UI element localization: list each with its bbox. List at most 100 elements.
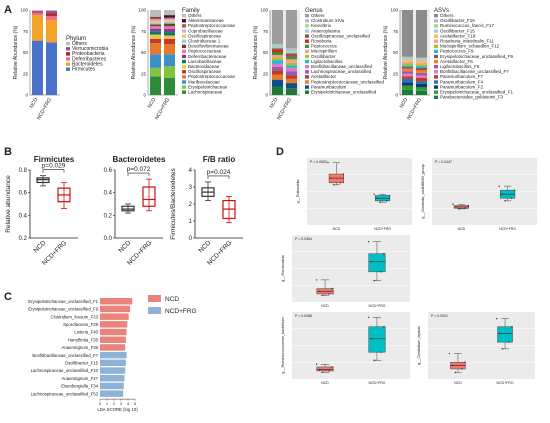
bar-segment bbox=[150, 76, 161, 95]
legend-swatch bbox=[305, 65, 309, 69]
legend-label: Acetatifactor_F18 bbox=[440, 33, 476, 38]
y-axis-label: Relative Abundance (%) bbox=[253, 25, 259, 79]
data-point bbox=[367, 241, 370, 243]
bar-segment bbox=[46, 10, 57, 14]
data-point bbox=[495, 318, 498, 320]
y-tick-label: 50 bbox=[393, 50, 399, 55]
data-point bbox=[467, 204, 469, 207]
legend-swatch bbox=[434, 65, 438, 69]
bar-segment bbox=[272, 44, 283, 47]
bar-segment bbox=[416, 72, 427, 76]
data-point bbox=[339, 182, 341, 184]
boxplot-panel: NCD NCD+FRG P = 0.0488 g__Ruminococcaceae_b… bbox=[281, 312, 410, 385]
legend-label: Bonfitibacillaceae_unclassified_F7 bbox=[440, 69, 509, 74]
legend-label: Paramuribaculum_F2 bbox=[440, 84, 484, 89]
legend-swatch bbox=[305, 59, 309, 64]
legend-swatch bbox=[434, 14, 438, 18]
data-point bbox=[327, 161, 329, 164]
data-point bbox=[464, 207, 466, 209]
y-tick-label: 50 bbox=[141, 50, 147, 55]
legend-label: Erysipelotrichaceae_unclassified_F9 bbox=[440, 54, 514, 59]
data-point bbox=[501, 193, 503, 195]
y-tick-label: 3 bbox=[189, 185, 193, 191]
bar-segment bbox=[286, 48, 297, 50]
legend-swatch bbox=[182, 24, 186, 28]
bar-segment bbox=[416, 70, 427, 73]
x-tick-label: NCD+FRG bbox=[368, 304, 385, 308]
lda-bar-label: Anaerotignum_F27 bbox=[61, 376, 98, 381]
lda-bar bbox=[100, 305, 131, 313]
panel-c-lda-bars: Erysipelotrichaceae_unclassified_F1 Erysi… bbox=[28, 295, 197, 412]
bar-segment bbox=[164, 78, 175, 95]
legend-label: Erysipelotrichaceae bbox=[188, 84, 228, 89]
legend-label: Peptostreptococcaceae_unclassified bbox=[311, 79, 385, 84]
panel-b-boxplots: Firmicutes 0.2 0.4 0.6 0.8 Relative abundance… bbox=[5, 155, 243, 267]
bar-segment bbox=[272, 46, 283, 49]
bar-segment bbox=[286, 49, 297, 52]
bar-segment bbox=[416, 10, 427, 58]
legend-label: Ruminococcus_faecis_F17 bbox=[440, 23, 495, 28]
legend-label: Mucispirillum bbox=[311, 49, 337, 54]
bar-segment bbox=[416, 78, 427, 82]
legend-label: Anaeroplasma bbox=[311, 28, 341, 33]
legend-label: Oscillospiraceae bbox=[188, 69, 222, 74]
bar-segment bbox=[272, 55, 283, 58]
bar-segment bbox=[150, 38, 161, 44]
bar-segment bbox=[416, 66, 427, 68]
legend-swatch bbox=[434, 44, 438, 48]
y-tick-label: 25 bbox=[393, 71, 399, 76]
y-tick-label: 0.4 bbox=[19, 213, 28, 219]
legend-label: Bacteroidaceae bbox=[188, 64, 220, 69]
bar-segment bbox=[272, 86, 283, 95]
bar-segment bbox=[150, 10, 161, 17]
legend-swatch bbox=[182, 85, 186, 89]
legend-swatch bbox=[66, 42, 70, 46]
data-point bbox=[458, 208, 460, 210]
legend-swatch bbox=[434, 24, 438, 28]
p-value-annotation: P = 0.0364 bbox=[295, 237, 312, 241]
bar-segment bbox=[402, 76, 413, 79]
legend-swatch bbox=[305, 54, 309, 59]
legend-swatch bbox=[305, 34, 309, 38]
bar-segment bbox=[150, 22, 161, 25]
bar-segment bbox=[32, 15, 43, 41]
bar-segment bbox=[402, 78, 413, 83]
bar-segment bbox=[416, 61, 427, 63]
lda-bar-label: Sporofaciens_F29 bbox=[63, 322, 98, 327]
bar-segment bbox=[286, 53, 297, 56]
bar-segment bbox=[164, 18, 175, 21]
bar-segment bbox=[164, 23, 175, 27]
bar-segment bbox=[150, 67, 161, 77]
bar-segment bbox=[286, 65, 297, 68]
x-tick-label: NCD bbox=[321, 304, 329, 308]
bar-segment bbox=[46, 42, 57, 95]
data-point bbox=[373, 279, 376, 282]
bar-segment bbox=[272, 48, 283, 50]
legend-swatch bbox=[182, 49, 186, 54]
legend-swatch bbox=[66, 52, 70, 56]
y-tick-label: 25 bbox=[263, 71, 269, 76]
legend-title: ASVs bbox=[434, 8, 449, 14]
lda-bar bbox=[100, 367, 126, 374]
x-tick-label: 1 bbox=[106, 401, 109, 406]
box-iqr bbox=[316, 366, 334, 372]
legend-swatch bbox=[182, 44, 186, 48]
lda-bar bbox=[100, 359, 126, 367]
data-point bbox=[454, 371, 457, 373]
legend-label: Others bbox=[311, 13, 325, 18]
data-point bbox=[315, 363, 318, 365]
legend-label: Desulfovibrionaceae bbox=[188, 44, 229, 49]
data-point bbox=[370, 338, 373, 340]
panel-d-boxplots: NCD NCD+FRG P = 0.0552 g__Dubosiella NCD NCD+… bbox=[281, 158, 537, 385]
data-point bbox=[380, 351, 382, 353]
bar-segment bbox=[164, 28, 175, 33]
lda-bar-label: Clostridium_fessum_F23 bbox=[50, 314, 98, 319]
data-point bbox=[464, 361, 466, 363]
legend-label: Clostridium XIVa bbox=[311, 18, 345, 23]
legend-swatch bbox=[182, 19, 186, 23]
significance-bracket bbox=[207, 175, 230, 179]
lda-bar-label: Eisenbergiella_F34 bbox=[61, 384, 98, 389]
legend-swatch bbox=[434, 95, 438, 99]
